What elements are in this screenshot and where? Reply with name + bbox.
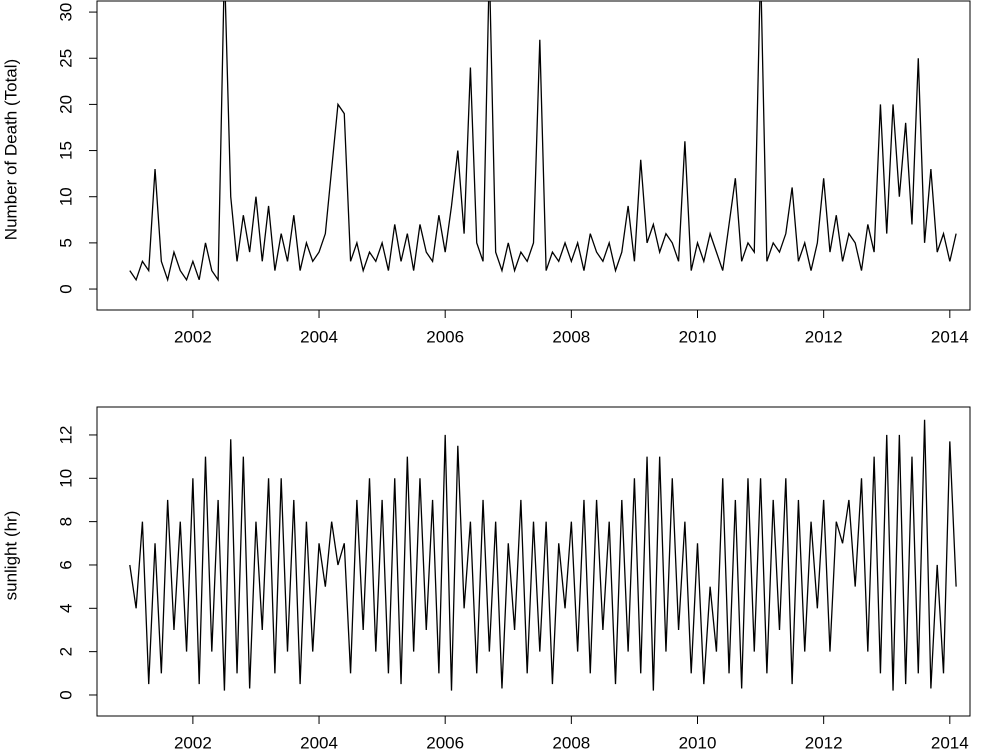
x-tick-label: 2002 (174, 733, 212, 752)
x-tick-label: 2006 (426, 733, 464, 752)
x-tick-label: 2002 (174, 327, 212, 346)
x-tick-label: 2010 (679, 733, 717, 752)
y-axis-label: Number of Death (Total) (1, 59, 20, 240)
data-line (129, 419, 957, 691)
y-tick-label: 2 (56, 647, 75, 656)
x-tick-label: 2014 (931, 327, 969, 346)
data-line (129, 1, 957, 283)
x-tick-label: 2010 (679, 327, 717, 346)
y-tick-label: 10 (56, 187, 75, 206)
y-tick-label: 5 (56, 238, 75, 247)
y-tick-label: 15 (56, 141, 75, 160)
y-tick-label: 4 (56, 604, 75, 613)
x-tick-label: 2012 (805, 327, 843, 346)
x-tick-label: 2004 (300, 327, 338, 346)
y-tick-label: 0 (56, 690, 75, 699)
y-tick-label: 10 (56, 469, 75, 488)
y-axis-label: sunlight (hr) (1, 511, 20, 601)
x-tick-label: 2008 (552, 733, 590, 752)
plot-area (129, 1, 957, 283)
x-tick-label: 2012 (805, 733, 843, 752)
x-tick-label: 2004 (300, 733, 338, 752)
y-tick-label: 30 (56, 3, 75, 22)
y-tick-label: 8 (56, 517, 75, 526)
plot-area (129, 419, 957, 691)
y-tick-label: 0 (56, 284, 75, 293)
x-tick-label: 2008 (552, 327, 590, 346)
y-tick-label: 12 (56, 425, 75, 444)
y-tick-label: 6 (56, 560, 75, 569)
x-tick-label: 2006 (426, 327, 464, 346)
y-tick-label: 25 (56, 49, 75, 68)
x-tick-label: 2014 (931, 733, 969, 752)
y-tick-label: 20 (56, 95, 75, 114)
plot-box (96, 0, 971, 311)
